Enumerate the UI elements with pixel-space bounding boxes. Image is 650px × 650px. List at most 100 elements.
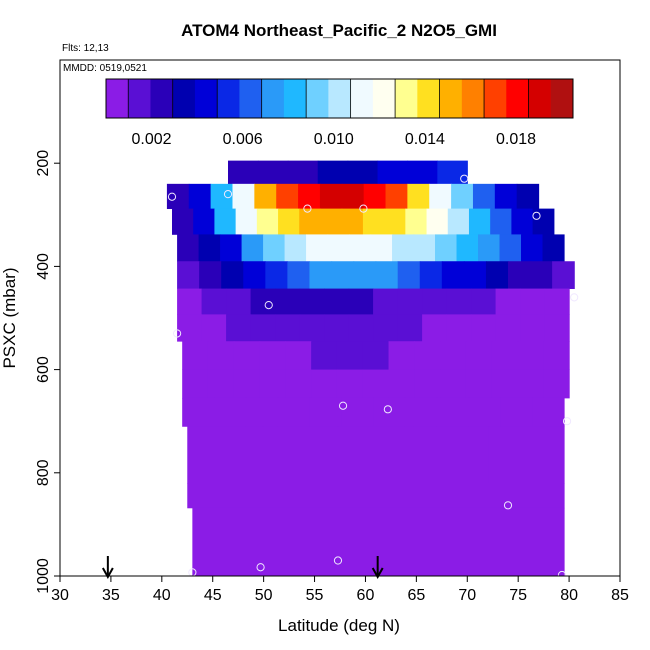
heatmap-cell — [441, 261, 465, 289]
heatmap-cell — [254, 183, 277, 210]
heatmap-cell — [362, 208, 385, 235]
heatmap-cell — [353, 261, 377, 289]
heatmap-cell — [362, 341, 390, 370]
heatmap-cell — [317, 160, 349, 185]
x-tick-label: 55 — [306, 587, 324, 604]
heatmap-cell — [201, 314, 227, 342]
x-tick-label: 30 — [51, 587, 69, 604]
x-tick-label: 45 — [204, 587, 222, 604]
colorbar-swatch — [239, 79, 263, 118]
colorbar-swatch — [217, 79, 240, 118]
heatmap-cell — [265, 261, 288, 289]
heatmap-cell — [370, 234, 393, 262]
heatmap-cell — [471, 288, 497, 315]
sample-point — [223, 190, 233, 199]
heatmap-cell — [309, 397, 342, 427]
colorbar-swatch — [484, 79, 507, 118]
heatmap-cell — [235, 208, 258, 235]
heatmap-cell — [468, 208, 491, 235]
colorbar-swatch — [150, 79, 174, 118]
heatmap-cell — [413, 426, 490, 484]
colorbar-swatch — [261, 79, 285, 118]
sample-point — [303, 204, 312, 213]
heatmap-cell — [250, 288, 276, 315]
heatmap-cell — [385, 183, 408, 210]
arrow-head — [371, 567, 384, 580]
sample-point — [333, 556, 343, 565]
heatmap-cell — [210, 183, 234, 210]
heatmap-cell — [207, 369, 235, 399]
heatmap-cell — [341, 183, 365, 210]
y-tick-label: 200 — [35, 150, 52, 177]
heatmap-cell — [495, 288, 521, 315]
heatmap-cell — [299, 288, 325, 315]
colorbar-swatch — [128, 79, 151, 118]
heatmap-cell — [336, 341, 364, 370]
x-tick-label: 65 — [407, 587, 425, 604]
heatmap-cell — [405, 208, 428, 235]
heatmap-cell — [299, 314, 325, 342]
arrow-head — [101, 567, 114, 580]
heatmap-cell — [363, 183, 387, 210]
sample-point — [264, 301, 273, 310]
heatmap-cell — [422, 314, 448, 342]
heatmap-cell — [413, 234, 436, 262]
heatmap-cell — [446, 288, 472, 315]
heatmap-cell — [419, 261, 443, 289]
sample-point — [557, 570, 567, 576]
heatmap-cell — [511, 208, 534, 235]
heatmap-cell — [446, 314, 472, 342]
heatmap-cell — [278, 208, 300, 235]
x-axis: 30 35 40 45 50 55 60 65 70 75 80 85 — [51, 576, 629, 604]
heatmap-cell — [177, 261, 200, 289]
heatmap-cell — [287, 261, 311, 289]
heatmap-cell — [187, 483, 565, 509]
sample-point — [359, 204, 368, 213]
colorbar-swatch — [528, 79, 552, 118]
colorbar: 0.002 0.006 0.010 0.014 0.018 — [105, 78, 574, 148]
colorbar-border — [105, 78, 574, 119]
heatmap-cell — [488, 426, 565, 484]
heatmap-cell — [478, 234, 501, 262]
heatmap-cell — [520, 314, 546, 342]
heatmap-cell — [377, 160, 409, 185]
heatmap-cell — [543, 369, 570, 399]
heatmap-cell — [468, 397, 501, 427]
heatmap-cells — [166, 160, 575, 576]
x-tick-label: 60 — [357, 587, 375, 604]
heatmap-cell — [276, 183, 299, 210]
colorbar-swatch — [439, 79, 463, 118]
heatmap-cell — [397, 314, 423, 342]
heatmap-cell — [440, 369, 467, 399]
x-tick-label: 80 — [560, 587, 578, 604]
heatmap-cell — [532, 397, 565, 427]
x-tick-label: 35 — [102, 587, 120, 604]
colorbar-swatch — [283, 79, 307, 118]
sample-point — [460, 174, 469, 183]
colorbar-swatch — [395, 79, 418, 118]
heatmap-cell — [456, 234, 479, 262]
flights-label: Flts: 12,13 — [62, 43, 109, 54]
heatmap-cell — [451, 183, 474, 210]
y-tick-label: 1000 — [35, 558, 52, 594]
heatmap-cell — [388, 341, 415, 370]
colorbar-swatch — [461, 79, 485, 118]
heatmap-cell — [508, 261, 531, 289]
heatmap-cell — [349, 234, 372, 262]
heatmap-cell — [392, 234, 415, 262]
sample-point — [503, 501, 513, 510]
heatmap-cell — [499, 234, 522, 262]
heatmap-cell — [182, 369, 209, 399]
heatmap-cell — [214, 397, 247, 427]
heatmap-cell — [426, 208, 449, 235]
heatmap-cell — [221, 261, 244, 289]
heatmap-cell — [348, 314, 374, 342]
heatmap-cell — [311, 369, 338, 399]
heatmap-cell — [485, 261, 509, 289]
x-tick-label: 50 — [255, 587, 273, 604]
heatmap-cell — [373, 314, 399, 342]
heatmap-cell — [220, 234, 243, 262]
heatmap-cell — [341, 208, 364, 235]
heatmap-cell — [172, 208, 194, 235]
heatmap-cell — [530, 261, 553, 289]
